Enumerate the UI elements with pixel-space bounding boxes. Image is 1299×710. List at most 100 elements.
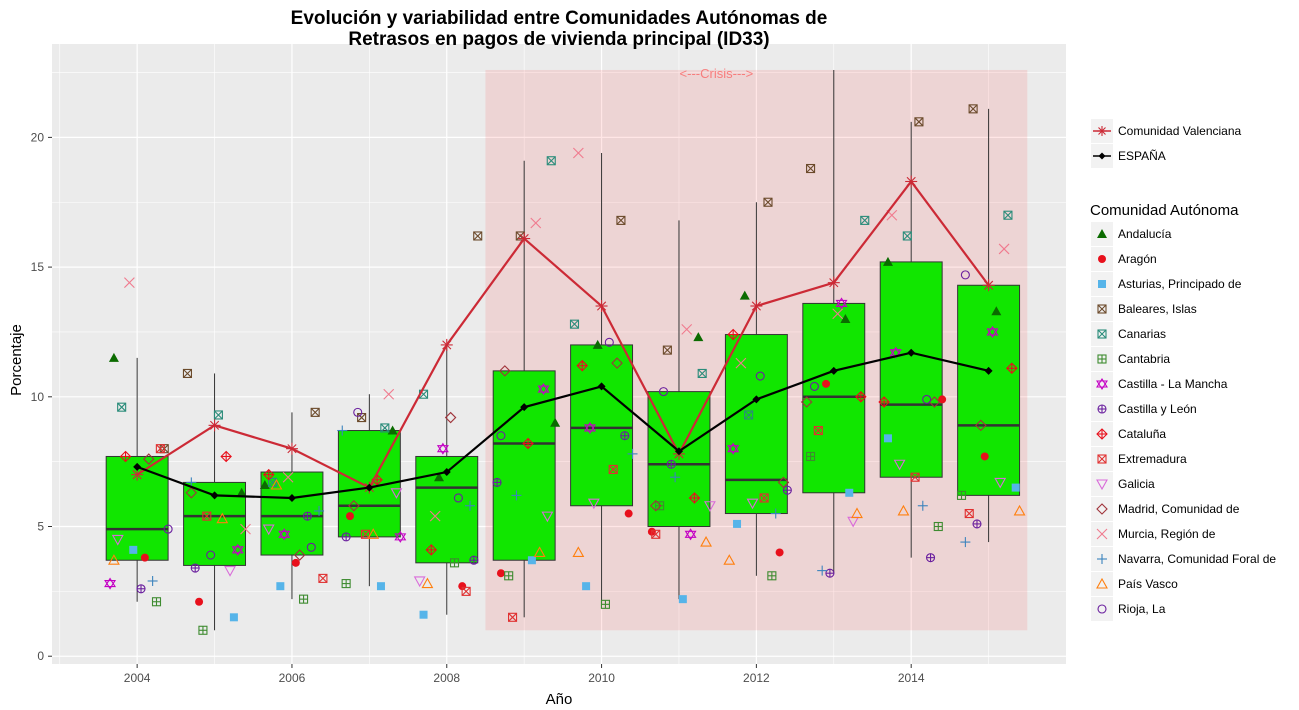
point <box>546 156 556 166</box>
point <box>651 529 661 539</box>
legend-item-label: Navarra, Comunidad Foral de <box>1118 552 1276 566</box>
point <box>840 313 851 323</box>
point <box>910 472 920 482</box>
legend-key-marker <box>1097 404 1107 414</box>
point <box>337 425 348 436</box>
point <box>582 582 591 591</box>
point <box>231 543 244 556</box>
legend-key-marker <box>1097 229 1107 238</box>
point <box>182 368 193 379</box>
trend-marker <box>520 403 529 412</box>
point <box>572 147 584 159</box>
point <box>1013 504 1026 516</box>
point <box>832 308 844 320</box>
point <box>855 391 867 403</box>
y-axis-label: Porcentaje <box>8 324 25 396</box>
point <box>972 519 982 529</box>
point <box>994 477 1007 489</box>
point <box>893 459 906 471</box>
point <box>216 512 229 524</box>
legend-item-label: Comunidad Valenciana <box>1118 124 1242 138</box>
legend-key-marker <box>1097 554 1107 564</box>
point <box>938 395 947 404</box>
point <box>464 500 475 511</box>
point <box>537 382 550 396</box>
legend-title: Comunidad Autónoma <box>1090 202 1239 219</box>
point <box>473 231 483 241</box>
point <box>744 410 754 420</box>
point <box>956 490 967 500</box>
point <box>763 197 773 207</box>
trend-marker <box>829 366 838 375</box>
y-tick-label: 10 <box>31 390 45 404</box>
trend-marker <box>827 276 840 289</box>
point <box>236 487 247 497</box>
legend-item-label: Extremadura <box>1118 452 1187 466</box>
trend-marker <box>287 493 296 502</box>
point <box>293 549 306 561</box>
legend-item-label: Castilla - La Mancha <box>1118 377 1228 391</box>
point <box>755 371 765 381</box>
point <box>541 511 554 523</box>
point <box>434 472 445 482</box>
trend-marker <box>595 300 608 313</box>
point <box>202 511 212 521</box>
legend-item-label: Canarias <box>1118 327 1166 341</box>
point <box>878 396 890 408</box>
legend-item-label: País Vasco <box>1118 577 1178 591</box>
point <box>522 437 534 450</box>
point <box>240 523 251 535</box>
legend-key-marker <box>1097 126 1107 136</box>
point <box>998 243 1010 255</box>
point <box>119 450 132 463</box>
point <box>346 512 355 521</box>
point <box>813 425 823 436</box>
point <box>914 117 924 127</box>
point <box>129 545 138 554</box>
trend-line <box>136 351 989 500</box>
chart-title-line2: Retrasos en pagos de vivienda principal … <box>348 29 769 50</box>
trend-marker <box>984 366 993 375</box>
point <box>964 508 974 519</box>
point <box>220 450 232 463</box>
trend-marker <box>285 442 298 455</box>
legend-series: Andalucía Aragón Asturias, Principado de Ba… <box>1091 222 1276 621</box>
point <box>572 546 585 558</box>
point <box>142 453 155 465</box>
point <box>499 365 511 377</box>
point <box>419 610 428 619</box>
point <box>353 407 363 417</box>
point <box>376 582 385 591</box>
trend-marker <box>982 279 995 292</box>
point <box>306 542 316 552</box>
point <box>835 297 848 310</box>
point <box>902 231 912 241</box>
point <box>688 492 701 504</box>
point <box>777 476 790 489</box>
point <box>583 421 596 434</box>
legend-item-label: Cantabria <box>1118 352 1170 366</box>
trend-marker <box>674 447 683 456</box>
y-tick-label: 5 <box>37 520 44 534</box>
point <box>533 546 546 558</box>
point <box>140 553 149 562</box>
point <box>620 431 630 441</box>
point <box>980 452 989 461</box>
point <box>461 586 471 596</box>
point <box>576 359 588 372</box>
legend-item-label: Aragón <box>1118 252 1157 266</box>
legend-item-label: Baleares, Islas <box>1118 302 1197 316</box>
point <box>496 431 506 441</box>
point <box>851 507 863 519</box>
point <box>147 575 158 586</box>
point <box>917 500 928 511</box>
point <box>825 568 835 578</box>
point <box>649 499 662 512</box>
box-iqr <box>724 334 788 515</box>
point <box>436 442 449 455</box>
point <box>775 548 784 557</box>
legend-key-marker <box>1096 377 1108 391</box>
point <box>700 535 713 547</box>
point <box>624 509 633 518</box>
point <box>704 501 716 512</box>
